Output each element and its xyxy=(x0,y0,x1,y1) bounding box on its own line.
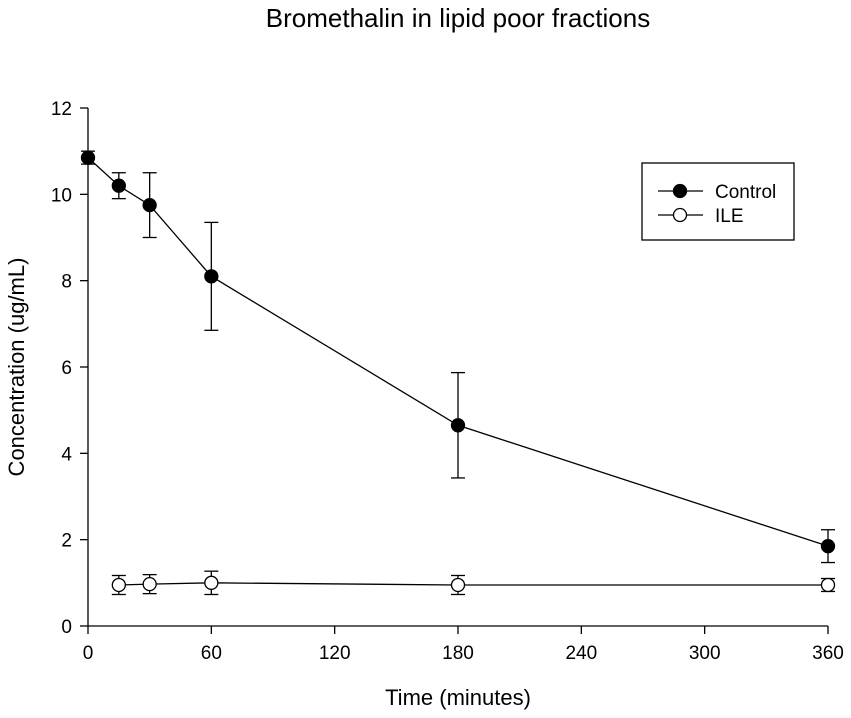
y-tick-label: 12 xyxy=(51,99,72,120)
data-point-control xyxy=(204,269,219,284)
y-tick-label: 0 xyxy=(61,617,72,638)
data-point-control xyxy=(820,538,836,554)
y-axis-label: Concentration (ug/mL) xyxy=(4,258,29,477)
legend-marker-ile xyxy=(672,207,688,223)
x-tick-label: 0 xyxy=(83,643,94,664)
data-point-ile xyxy=(142,576,157,592)
x-axis-label: Time (minutes) xyxy=(385,685,531,710)
legend-label-control: Control xyxy=(715,182,776,203)
y-tick-label: 4 xyxy=(61,444,72,465)
data-point-ile xyxy=(111,577,126,593)
data-point-control xyxy=(80,150,96,165)
data-point-ile xyxy=(204,575,219,590)
series-ile xyxy=(111,570,836,596)
series-control xyxy=(80,150,836,564)
legend-label-ile: ILE xyxy=(715,206,744,227)
data-point-control xyxy=(450,418,466,433)
series-line-ile xyxy=(118,582,828,586)
data-point-ile xyxy=(450,577,466,593)
legend-marker-control xyxy=(672,183,688,199)
x-tick-label: 300 xyxy=(689,643,721,664)
chart-title: Bromethalin in lipid poor fractions xyxy=(266,3,650,33)
x-tick-label: 60 xyxy=(201,643,222,664)
y-tick-label: 10 xyxy=(51,185,72,206)
x-tick-label: 120 xyxy=(319,643,351,664)
legend: Control ILE xyxy=(641,162,795,241)
y-tick-label: 8 xyxy=(61,272,72,293)
y-tick-label: 2 xyxy=(61,531,72,552)
legend-box xyxy=(641,162,795,241)
data-point-control xyxy=(111,178,126,193)
y-tick-label: 6 xyxy=(61,358,72,379)
x-tick-label: 180 xyxy=(442,643,474,664)
x-tick-label: 360 xyxy=(812,643,844,664)
x-tick-label: 240 xyxy=(565,643,597,664)
data-point-control xyxy=(142,197,157,213)
data-point-ile xyxy=(820,577,836,593)
